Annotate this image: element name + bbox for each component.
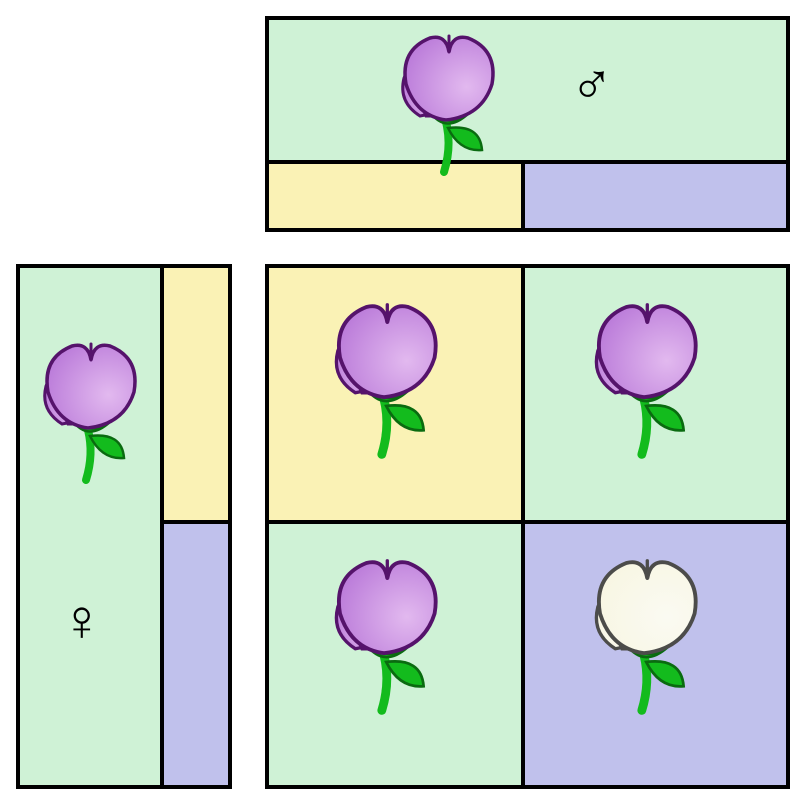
male-allele-col-2 bbox=[521, 160, 790, 232]
punnett-square: ♂♀ bbox=[0, 0, 800, 800]
flower-off_bb bbox=[578, 552, 721, 722]
flower-off_Bb_left bbox=[318, 552, 461, 722]
female-allele-row-2 bbox=[160, 520, 232, 789]
female-symbol-icon: ♀ bbox=[60, 592, 104, 650]
flower-female_parent bbox=[28, 336, 158, 491]
female-allele-row-1 bbox=[160, 264, 232, 524]
flower-off_Bb_top bbox=[578, 296, 721, 466]
male-symbol-icon: ♂ bbox=[570, 56, 614, 114]
male-parent-header bbox=[265, 16, 790, 164]
flower-off_BB bbox=[318, 296, 461, 466]
flower-male_parent bbox=[386, 28, 516, 183]
